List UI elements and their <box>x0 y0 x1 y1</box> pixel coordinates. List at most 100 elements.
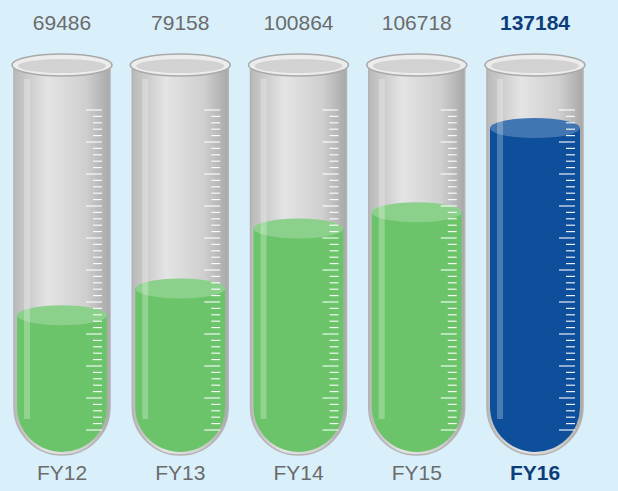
graduation <box>330 276 339 277</box>
graduation <box>93 410 102 411</box>
graduation <box>448 353 457 354</box>
graduation <box>93 257 102 258</box>
graduation <box>448 308 457 309</box>
graduation <box>323 141 339 142</box>
category-label: FY14 <box>273 461 324 484</box>
graduation <box>211 250 220 251</box>
graduation <box>330 180 339 181</box>
graduation <box>204 205 220 206</box>
graduation <box>566 295 575 296</box>
graduation <box>566 154 575 155</box>
graduation <box>323 397 339 398</box>
graduation <box>211 289 220 290</box>
tube-rim <box>130 54 230 76</box>
chart: 69486FY1279158FY13100864FY14106718FY1513… <box>0 0 618 491</box>
graduation <box>566 212 575 213</box>
graduation <box>211 314 220 315</box>
graduation <box>559 397 575 398</box>
graduation <box>566 404 575 405</box>
graduation <box>448 212 457 213</box>
graduation <box>330 295 339 296</box>
category-label: FY12 <box>37 461 87 484</box>
graduation <box>330 129 339 130</box>
graduation <box>330 282 339 283</box>
graduation <box>93 250 102 251</box>
graduation <box>330 340 339 341</box>
background <box>0 0 618 491</box>
graduation <box>93 359 102 360</box>
graduation <box>211 167 220 168</box>
graduation <box>448 161 457 162</box>
graduation <box>86 173 102 174</box>
graduation <box>330 327 339 328</box>
glass-shine <box>24 79 30 419</box>
graduation <box>566 391 575 392</box>
graduation <box>448 340 457 341</box>
graduation <box>93 282 102 283</box>
graduation <box>330 244 339 245</box>
graduation <box>559 141 575 142</box>
graduation <box>559 365 575 366</box>
graduation <box>211 385 220 386</box>
graduation <box>448 122 457 123</box>
graduation <box>86 397 102 398</box>
graduation <box>211 244 220 245</box>
tube-opening <box>491 59 579 73</box>
graduation <box>323 333 339 334</box>
glass-shine <box>142 79 148 419</box>
graduation <box>441 429 457 430</box>
graduation <box>211 417 220 418</box>
graduation <box>330 353 339 354</box>
graduation <box>448 225 457 226</box>
graduation <box>330 218 339 219</box>
graduation <box>211 276 220 277</box>
graduation <box>93 218 102 219</box>
graduation <box>211 378 220 379</box>
graduation <box>211 340 220 341</box>
graduation <box>559 237 575 238</box>
graduation <box>93 263 102 264</box>
graduation <box>93 327 102 328</box>
graduation <box>93 161 102 162</box>
graduation <box>566 225 575 226</box>
graduation <box>93 135 102 136</box>
graduation <box>330 308 339 309</box>
graduation <box>566 410 575 411</box>
graduation <box>330 154 339 155</box>
graduation <box>448 218 457 219</box>
graduation <box>93 385 102 386</box>
graduation <box>566 116 575 117</box>
graduation <box>448 423 457 424</box>
graduation <box>441 141 457 142</box>
graduation <box>86 269 102 270</box>
graduation <box>566 321 575 322</box>
graduation <box>448 346 457 347</box>
graduation <box>86 205 102 206</box>
graduation <box>330 167 339 168</box>
graduation <box>566 231 575 232</box>
graduation <box>204 429 220 430</box>
graduation <box>330 263 339 264</box>
graduation <box>566 186 575 187</box>
graduation <box>448 180 457 181</box>
graduation <box>86 429 102 430</box>
tube-opening <box>373 59 461 73</box>
liquid-surface <box>135 278 225 298</box>
graduation <box>211 263 220 264</box>
graduation <box>204 269 220 270</box>
graduation <box>204 333 220 334</box>
graduation <box>566 193 575 194</box>
graduation <box>448 289 457 290</box>
graduation <box>323 301 339 302</box>
graduation <box>93 378 102 379</box>
graduation <box>559 429 575 430</box>
graduation <box>86 365 102 366</box>
graduation <box>93 289 102 290</box>
graduation <box>448 244 457 245</box>
graduation <box>211 231 220 232</box>
graduation <box>93 417 102 418</box>
graduation <box>566 148 575 149</box>
graduation <box>448 372 457 373</box>
graduation <box>204 397 220 398</box>
graduation <box>448 276 457 277</box>
